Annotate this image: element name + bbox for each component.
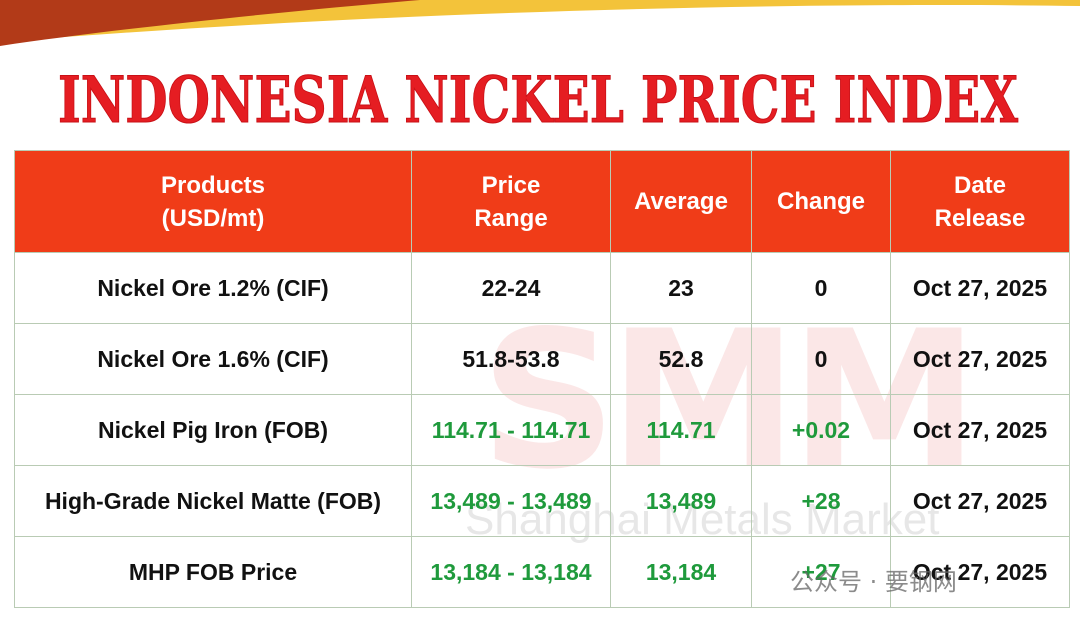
table-cell: 0 (751, 323, 891, 395)
overlay-text: 公众号 · 要钢网 (790, 568, 957, 596)
table-cell: +0.02 (751, 394, 891, 466)
table-row: MHP FOB Price 13,184 - 13,184 13,184 +27 Oct… (14, 536, 1070, 608)
price-table: Products (USD/mt) Price Range Average Chang… (14, 150, 1070, 608)
table-cell: +27 (751, 536, 891, 608)
top-banner (0, 0, 1080, 46)
table-cell: 13,489 - 13,489 (411, 465, 611, 537)
header-cell: Average (610, 150, 752, 253)
table-cell: Oct 27, 2025 (890, 252, 1070, 324)
table-cell: Nickel Pig Iron (FOB) (14, 394, 412, 466)
header-cell: Change (751, 150, 891, 253)
table-cell: 22-24 (411, 252, 611, 324)
table-cell: 51.8-53.8 (411, 323, 611, 395)
table-cell: Oct 27, 2025 (890, 536, 1070, 608)
title: INDONESIA NICKEL PRICE INDEX (58, 63, 1018, 138)
table-cell: 114.71 - 114.71 (411, 394, 611, 466)
table-cell: 23 (610, 252, 752, 324)
header-row: Products (USD/mt) Price Range Average Chang… (14, 150, 1070, 253)
table-cell: 114.71 (610, 394, 752, 466)
table-cell: Oct 27, 2025 (890, 323, 1070, 395)
table-row: Nickel Pig Iron (FOB) 114.71 - 114.71 114.… (14, 394, 1070, 466)
table-cell: 13,489 (610, 465, 752, 537)
table-cell: 13,184 - 13,184 (411, 536, 611, 608)
header-cell: Date Release (890, 150, 1070, 253)
table-cell: +28 (751, 465, 891, 537)
table-cell: Oct 27, 2025 (890, 394, 1070, 466)
header-cell: Products (USD/mt) (14, 150, 412, 253)
table-cell: Nickel Ore 1.2% (CIF) (14, 252, 412, 324)
banner-red (0, 0, 420, 46)
header-cell: Price Range (411, 150, 611, 253)
table-row: Nickel Ore 1.6% (CIF) 51.8-53.8 52.8 0 Oct 2… (14, 323, 1070, 395)
table-cell: Nickel Ore 1.6% (CIF) (14, 323, 412, 395)
table-row: High-Grade Nickel Matte (FOB) 13,489 - 13… (14, 465, 1070, 537)
table-cell: High-Grade Nickel Matte (FOB) (14, 465, 412, 537)
title-box: INDONESIA NICKEL PRICE INDEX (58, 63, 1019, 139)
table-cell: Oct 27, 2025 (890, 465, 1070, 537)
table-cell: 0 (751, 252, 891, 324)
table-cell: 52.8 (610, 323, 752, 395)
table-cell: 13,184 (610, 536, 752, 608)
table-cell: MHP FOB Price (14, 536, 412, 608)
table-row: Nickel Ore 1.2% (CIF) 22-24 23 0 Oct 27, 202… (14, 252, 1070, 324)
